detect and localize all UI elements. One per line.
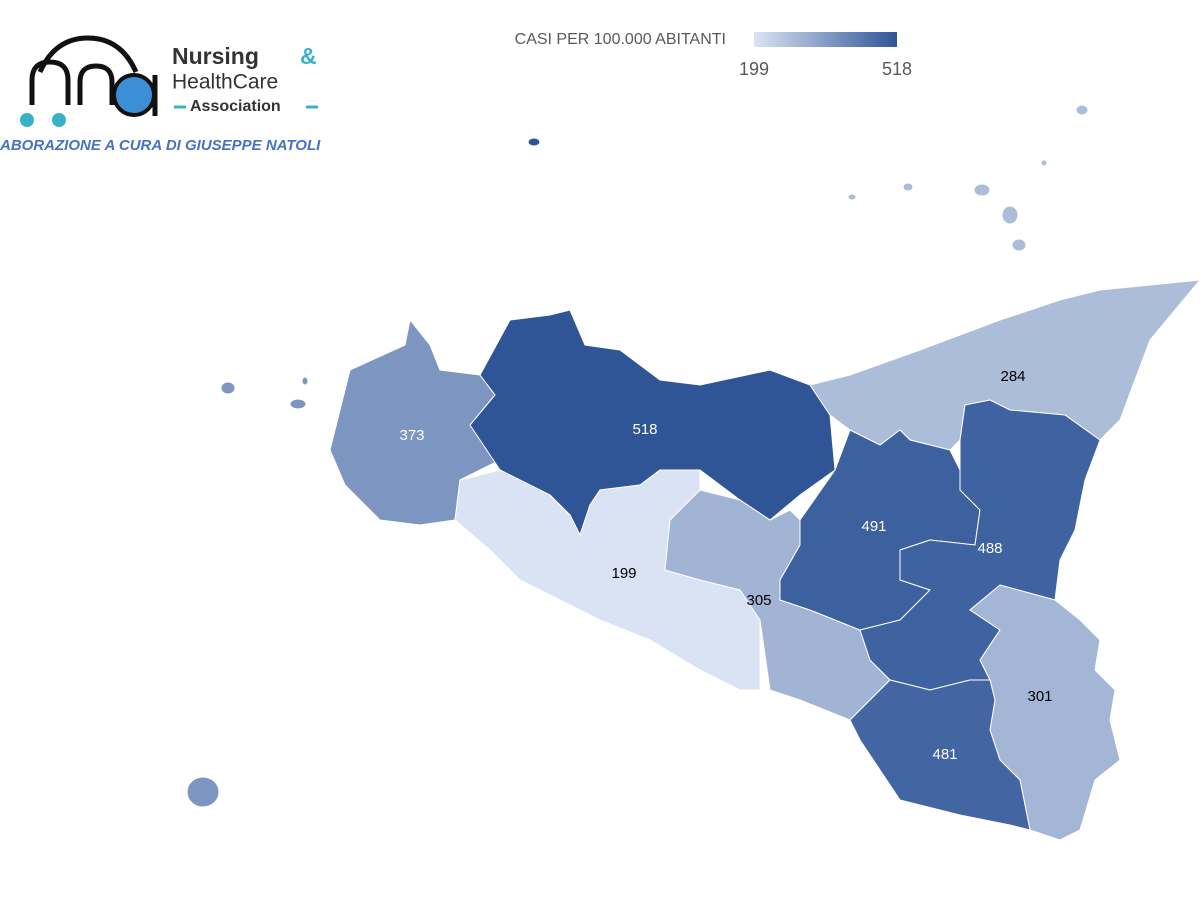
value-label: 518 (632, 421, 657, 438)
logo-text: Nursing (172, 43, 259, 69)
island (186, 776, 220, 808)
province (849, 679, 1031, 831)
credit: ABORAZIONE A CURA DI GIUSEPPE NATOLI (0, 137, 321, 154)
logo-text: HealthCare (172, 71, 278, 94)
island (301, 376, 309, 386)
island (1011, 238, 1027, 252)
logo-dot (52, 113, 66, 127)
legend-gradient (754, 32, 897, 47)
island (973, 183, 991, 197)
logo-arc (29, 59, 71, 105)
legend-max: 518 (882, 59, 912, 79)
value-label: 305 (746, 592, 771, 609)
island (847, 193, 857, 201)
value-label: 301 (1027, 688, 1052, 705)
island (527, 137, 541, 147)
logo-text: Association (190, 98, 281, 115)
logo-amp: & (300, 43, 317, 69)
island (1001, 205, 1019, 225)
value-label: 373 (399, 427, 424, 444)
island (1040, 159, 1048, 167)
island (1075, 104, 1089, 116)
value-label: 199 (611, 565, 636, 582)
logo: Nursing & HealthCare Association ABORAZI… (0, 35, 321, 154)
logo-arc (77, 63, 115, 105)
logo-circle (112, 73, 156, 117)
value-label: 284 (1000, 368, 1025, 385)
legend-title: CASI PER 100.000 ABITANTI (515, 31, 726, 48)
island (902, 182, 914, 192)
regions: 373 518 284 199 305 491 488 301 481 (186, 104, 1200, 841)
value-label: 488 (977, 540, 1002, 557)
value-label: 491 (861, 518, 886, 535)
island (220, 381, 236, 395)
value-label: 481 (932, 746, 957, 763)
logo-dot (20, 113, 34, 127)
logo-arc (37, 35, 139, 74)
island (289, 398, 307, 410)
legend-min: 199 (739, 59, 769, 79)
